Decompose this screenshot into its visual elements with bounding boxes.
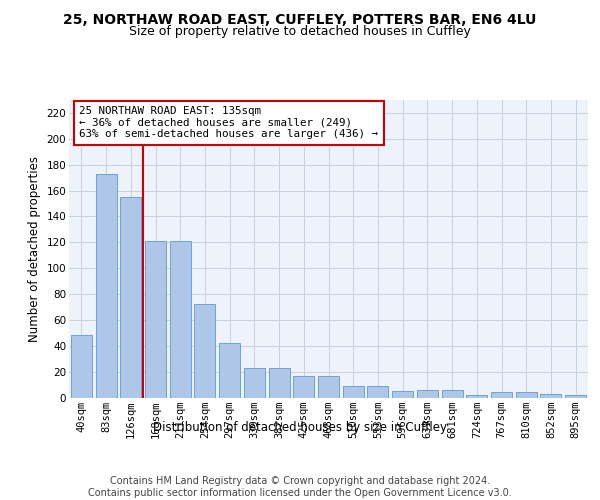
Bar <box>120 197 141 398</box>
Bar <box>491 392 512 398</box>
Text: Distribution of detached houses by size in Cuffley: Distribution of detached houses by size … <box>153 421 447 434</box>
Bar <box>269 368 290 398</box>
Bar <box>71 336 92 398</box>
Bar <box>170 241 191 398</box>
Bar <box>343 386 364 398</box>
Bar <box>219 343 240 398</box>
Text: 25 NORTHAW ROAD EAST: 135sqm
← 36% of detached houses are smaller (249)
63% of s: 25 NORTHAW ROAD EAST: 135sqm ← 36% of de… <box>79 106 379 139</box>
Bar <box>95 174 116 398</box>
Bar <box>541 394 562 398</box>
Text: Contains public sector information licensed under the Open Government Licence v3: Contains public sector information licen… <box>88 488 512 498</box>
Bar <box>244 368 265 398</box>
Bar <box>392 391 413 398</box>
Bar <box>293 376 314 398</box>
Text: Size of property relative to detached houses in Cuffley: Size of property relative to detached ho… <box>129 25 471 38</box>
Bar <box>367 386 388 398</box>
Text: 25, NORTHAW ROAD EAST, CUFFLEY, POTTERS BAR, EN6 4LU: 25, NORTHAW ROAD EAST, CUFFLEY, POTTERS … <box>64 12 536 26</box>
Y-axis label: Number of detached properties: Number of detached properties <box>28 156 41 342</box>
Bar <box>194 304 215 398</box>
Bar <box>442 390 463 398</box>
Bar <box>565 395 586 398</box>
Bar <box>516 392 537 398</box>
Bar <box>145 241 166 398</box>
Bar <box>466 395 487 398</box>
Bar <box>318 376 339 398</box>
Bar <box>417 390 438 398</box>
Text: Contains HM Land Registry data © Crown copyright and database right 2024.: Contains HM Land Registry data © Crown c… <box>110 476 490 486</box>
